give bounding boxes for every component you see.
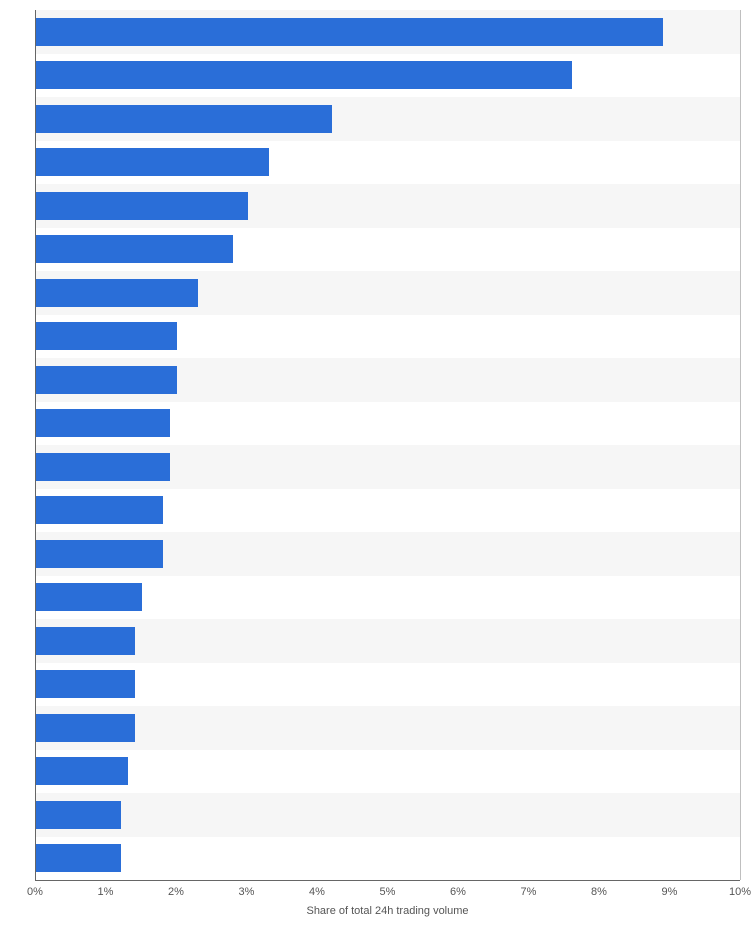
bar — [36, 844, 121, 872]
bar — [36, 670, 135, 698]
x-axis-label: Share of total 24h trading volume — [306, 905, 468, 917]
bar — [36, 627, 135, 655]
bar — [36, 235, 233, 263]
x-tick-label: 0% — [27, 886, 43, 898]
x-tick-label: 3% — [239, 886, 255, 898]
bar-row — [36, 228, 740, 272]
bar-row-bg — [36, 619, 740, 663]
x-tick-label: 7% — [521, 886, 537, 898]
bar — [36, 279, 198, 307]
bar — [36, 18, 663, 46]
bar — [36, 192, 248, 220]
bar — [36, 366, 177, 394]
bar-row — [36, 141, 740, 185]
gridline-major — [740, 10, 741, 880]
x-tick-label: 4% — [309, 886, 325, 898]
bar — [36, 453, 170, 481]
bar — [36, 583, 142, 611]
plot-area — [35, 10, 740, 881]
x-tick-label: 1% — [98, 886, 114, 898]
bar-row — [36, 750, 740, 794]
bar-row-bg — [36, 793, 740, 837]
x-tick-label: 8% — [591, 886, 607, 898]
bar — [36, 148, 269, 176]
bar-row-bg — [36, 837, 740, 881]
bar-row-bg — [36, 706, 740, 750]
bar-row — [36, 315, 740, 359]
bar — [36, 105, 332, 133]
bar-row — [36, 271, 740, 315]
bar-row — [36, 54, 740, 98]
bar-row-bg — [36, 750, 740, 794]
bar — [36, 496, 163, 524]
bar-row-bg — [36, 663, 740, 707]
bar-row — [36, 837, 740, 881]
x-tick-label: 6% — [450, 886, 466, 898]
bar — [36, 409, 170, 437]
bar — [36, 322, 177, 350]
bar-row — [36, 706, 740, 750]
bar — [36, 801, 121, 829]
bar-row — [36, 358, 740, 402]
chart-container: Share of total 24h trading volume 0% 1% 2%… — [0, 0, 754, 929]
bar-row — [36, 97, 740, 141]
bar — [36, 757, 128, 785]
bar-row — [36, 663, 740, 707]
bar-row — [36, 10, 740, 54]
bar — [36, 61, 572, 89]
bar-row — [36, 619, 740, 663]
bar-row — [36, 402, 740, 446]
x-tick-label: 5% — [380, 886, 396, 898]
bar-row — [36, 489, 740, 533]
bar-row — [36, 184, 740, 228]
bar-row — [36, 532, 740, 576]
x-tick-label: 2% — [168, 886, 184, 898]
x-tick-label: 9% — [662, 886, 678, 898]
bar — [36, 714, 135, 742]
bar-row — [36, 445, 740, 489]
bar — [36, 540, 163, 568]
x-tick-label: 10% — [729, 886, 751, 898]
bar-row — [36, 576, 740, 620]
bar-row — [36, 793, 740, 837]
